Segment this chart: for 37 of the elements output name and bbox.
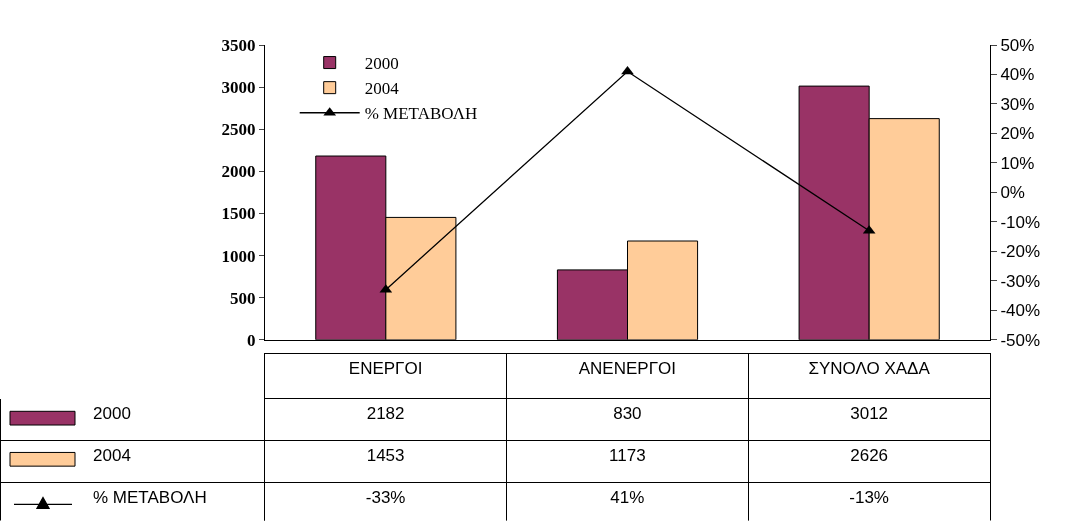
y2-tick-label: 20%	[1000, 124, 1035, 144]
y-tick-label: 1000	[221, 246, 256, 266]
x-tick-label: ΣΥΝΟΛΟ ΧΑΔΑ	[808, 359, 931, 379]
y2-tick-label: -20%	[1000, 242, 1041, 262]
legend-label: 2000	[364, 54, 399, 74]
y2-tick-label: -50%	[1000, 330, 1041, 350]
y-tick-label: 3500	[221, 35, 256, 55]
data-label: 1453	[366, 446, 405, 466]
y2-tick-label: -30%	[1000, 271, 1041, 291]
y2-tick-label: 40%	[1000, 65, 1035, 85]
y2-tick-label: 50%	[1000, 35, 1035, 55]
y-tick-label: 2500	[221, 120, 256, 140]
data-label: 1173	[609, 446, 646, 466]
text: 2004	[93, 446, 131, 466]
data-label: 2626	[850, 446, 889, 466]
y-tick-label: 0	[247, 330, 256, 350]
x-tick-label: ΕΝΕΡΓΟΙ	[348, 359, 423, 379]
y-tick-label: 1500	[221, 204, 256, 224]
data-label: -13%	[849, 488, 889, 508]
y2-tick-label: 10%	[1000, 153, 1035, 173]
y-tick-label: 2000	[221, 162, 256, 182]
y-tick-label: 500	[230, 288, 256, 308]
data-label: 3012	[850, 404, 889, 424]
text: % ΜΕΤΑΒΟΛΗ	[93, 488, 207, 508]
data-label: 830	[613, 404, 642, 424]
y2-tick-label: 0%	[1000, 183, 1025, 203]
y-tick-label: 3000	[221, 78, 256, 98]
y2-tick-label: -10%	[1000, 212, 1041, 232]
data-label: -33%	[365, 488, 406, 508]
y2-tick-label: -40%	[1000, 301, 1041, 321]
data-label: 41%	[610, 488, 645, 508]
data-label: 2182	[366, 404, 405, 424]
legend-label: % ΜΕΤΑΒΟΛΗ	[364, 104, 478, 124]
y2-tick-label: 30%	[1000, 94, 1035, 114]
x-tick-label: ΑΝΕΝΕΡΓΟΙ	[578, 359, 676, 379]
legend-label: 2004	[364, 79, 400, 99]
text: 2000	[93, 404, 131, 424]
